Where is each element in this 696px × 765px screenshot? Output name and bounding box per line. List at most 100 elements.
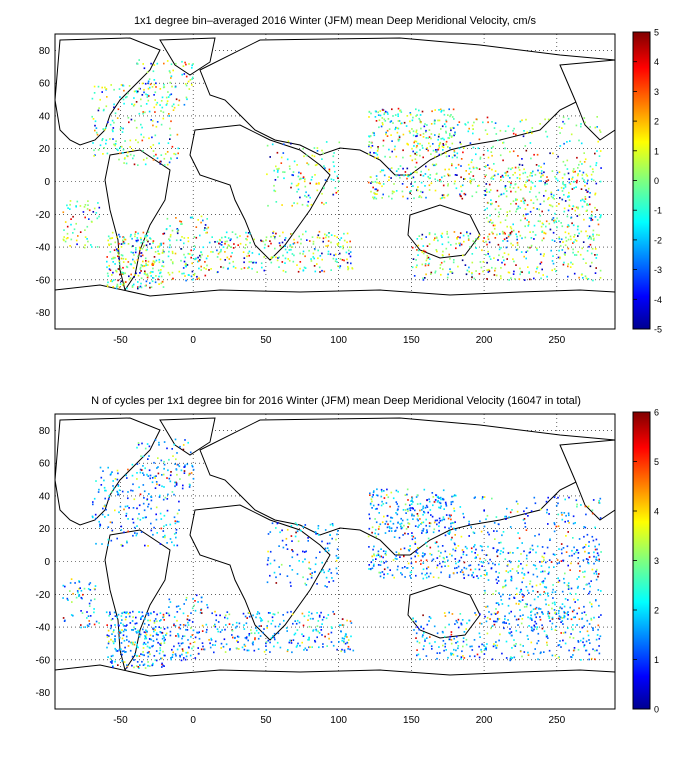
- data-cell: [296, 553, 299, 556]
- data-cell: [447, 559, 449, 562]
- data-cell: [126, 664, 128, 666]
- data-cell: [228, 613, 231, 616]
- data-cell: [523, 279, 526, 281]
- data-cell: [217, 271, 219, 273]
- data-cell: [183, 73, 186, 75]
- data-cell: [510, 610, 512, 613]
- data-cell: [123, 639, 126, 642]
- data-cell: [155, 82, 157, 85]
- data-cell: [416, 518, 419, 521]
- data-cell: [159, 271, 162, 274]
- data-cell: [127, 518, 129, 520]
- data-cell: [596, 568, 598, 571]
- data-cell: [308, 625, 311, 628]
- data-cell: [325, 202, 327, 204]
- data-cell: [530, 614, 532, 617]
- data-cell: [444, 550, 447, 553]
- data-cell: [450, 129, 452, 132]
- data-cell: [133, 643, 136, 646]
- data-cell: [272, 613, 275, 615]
- data-cell: [430, 553, 433, 556]
- data-cell: [438, 497, 440, 499]
- data-cell: [149, 477, 151, 480]
- data-cell: [211, 236, 213, 238]
- data-cell: [321, 252, 323, 255]
- data-cell: [159, 643, 161, 645]
- data-cell: [121, 490, 124, 493]
- data-cell: [443, 635, 446, 638]
- data-cell: [459, 242, 461, 245]
- data-cell: [135, 248, 137, 251]
- data-cell: [337, 177, 339, 179]
- data-cell: [392, 497, 395, 500]
- data-cell: [183, 635, 186, 637]
- data-cell: [183, 472, 186, 474]
- data-cell: [525, 564, 528, 567]
- data-cell: [62, 238, 65, 241]
- data-cell: [69, 208, 71, 210]
- data-cell: [375, 120, 378, 122]
- data-cell: [572, 181, 575, 183]
- data-cell: [539, 616, 541, 618]
- data-cell: [567, 209, 570, 212]
- antarctica: [55, 284, 615, 329]
- data-cell: [577, 557, 579, 559]
- data-cell: [475, 238, 477, 240]
- data-cell: [283, 171, 286, 173]
- data-cell: [453, 648, 455, 651]
- data-cell: [455, 562, 457, 565]
- data-cell: [275, 201, 278, 203]
- data-cell: [451, 613, 454, 615]
- data-cell: [148, 469, 151, 472]
- data-cell: [529, 583, 531, 585]
- data-cell: [512, 187, 515, 189]
- data-cell: [160, 123, 163, 126]
- data-cell: [487, 250, 489, 253]
- data-cell: [510, 182, 512, 185]
- data-cell: [112, 261, 114, 263]
- data-cell: [338, 141, 341, 144]
- data-cell: [69, 203, 71, 206]
- data-cell: [449, 553, 451, 556]
- data-cell: [313, 147, 316, 149]
- data-cell: [169, 630, 172, 633]
- data-cell: [62, 597, 64, 599]
- data-cell: [260, 625, 262, 627]
- data-cell: [448, 253, 450, 256]
- data-cell: [118, 88, 121, 90]
- data-cell: [291, 204, 293, 207]
- data-cell: [500, 550, 502, 552]
- data-cell: [474, 612, 476, 614]
- data-cell: [518, 169, 521, 171]
- data-cell: [547, 612, 549, 615]
- data-cell: [163, 642, 166, 644]
- data-cell: [564, 244, 567, 247]
- data-cell: [309, 196, 311, 199]
- data-cell: [522, 135, 525, 138]
- data-cell: [485, 240, 487, 243]
- data-cell: [316, 147, 319, 149]
- data-cell: [66, 597, 69, 600]
- data-cell: [343, 651, 346, 653]
- data-cell: [153, 64, 156, 66]
- data-cell: [568, 514, 570, 517]
- data-cell: [368, 111, 371, 113]
- data-cell: [129, 622, 132, 624]
- data-cell: [576, 578, 578, 580]
- data-cell: [413, 197, 415, 200]
- data-cell: [116, 537, 118, 540]
- data-cell: [164, 153, 167, 155]
- data-cell: [341, 648, 343, 651]
- data-cell: [126, 287, 128, 290]
- data-cell: [445, 143, 447, 146]
- data-cell: [324, 529, 327, 531]
- data-cell: [327, 614, 330, 616]
- data-cell: [64, 221, 67, 223]
- data-cell: [388, 525, 391, 528]
- data-cell: [524, 236, 527, 239]
- data-cell: [331, 537, 333, 540]
- data-cell: [570, 656, 572, 658]
- data-cell: [159, 160, 161, 163]
- data-cell: [318, 266, 321, 269]
- data-cell: [438, 109, 440, 111]
